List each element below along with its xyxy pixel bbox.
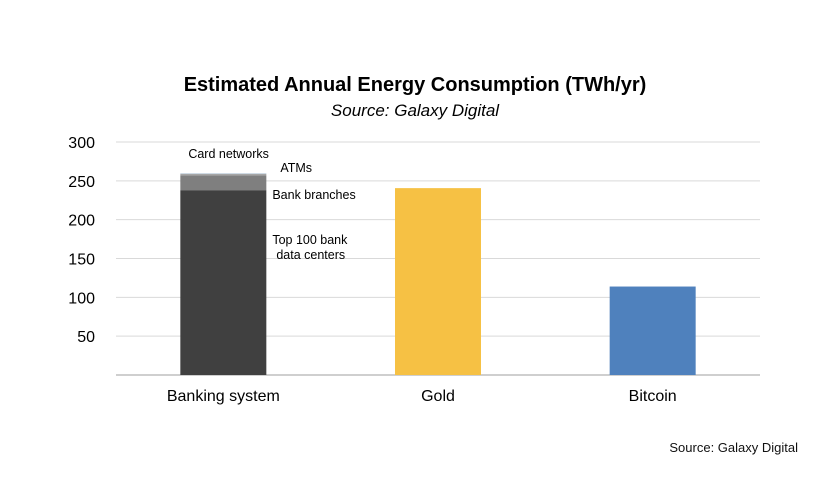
x-category-label: Gold [421, 388, 455, 405]
bar [609, 286, 696, 375]
y-tick-label: 100 [68, 290, 95, 307]
stack-annotations: Top 100 bank data centers Bank branches ATM… [188, 147, 355, 262]
chart-subtitle: Source: Galaxy Digital [331, 101, 500, 120]
segment-label: Top 100 bank data centers [272, 233, 348, 262]
bar-segment [180, 175, 267, 191]
y-tick-label: 300 [68, 135, 95, 152]
bar-segment [180, 173, 267, 174]
y-tick-label: 250 [68, 174, 95, 191]
x-category-label: Banking system [167, 388, 280, 405]
bar-segment [180, 173, 267, 176]
bars [180, 173, 696, 375]
source-note: Source: Galaxy Digital [669, 440, 798, 455]
bar [395, 188, 481, 375]
y-tick-label: 150 [68, 252, 95, 269]
y-tick-label: 50 [77, 329, 95, 346]
chart-title: Estimated Annual Energy Consumption (TWh… [184, 74, 647, 96]
x-category-label: Bitcoin [629, 388, 677, 405]
x-axis-categories: Banking system Gold Bitcoin [167, 388, 677, 405]
segment-label: ATMs [280, 161, 312, 175]
y-axis-ticks: 50 100 150 200 250 300 [68, 135, 95, 346]
segment-label: Card networks [188, 147, 269, 161]
bar-segment [180, 190, 267, 375]
segment-label: Bank branches [272, 188, 355, 202]
y-tick-label: 200 [68, 213, 95, 230]
